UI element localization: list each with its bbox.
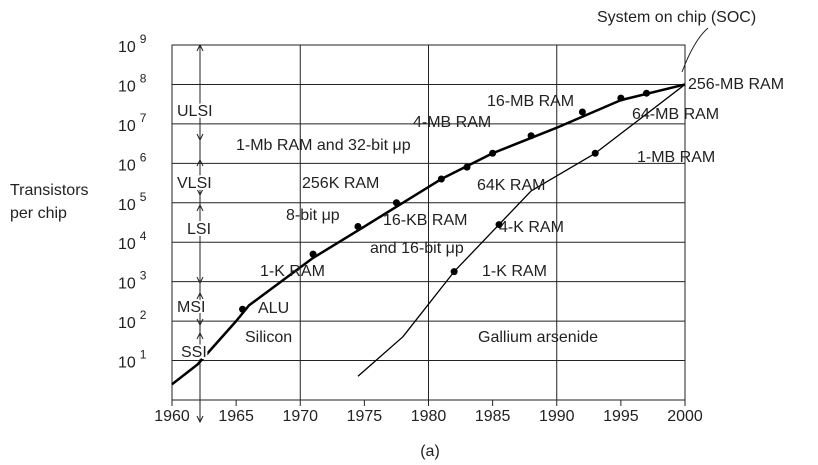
y-tick-base: 10	[118, 276, 136, 293]
arrow-head	[196, 133, 204, 142]
annotation: 16-MB RAM	[487, 93, 574, 110]
y-tick-exponent: 8	[140, 71, 147, 85]
y-tick-exponent: 7	[140, 111, 147, 125]
data-point	[591, 149, 599, 157]
arrow-head	[196, 291, 204, 300]
y-tick-label: 10 4	[118, 229, 147, 253]
data-point	[527, 132, 535, 140]
annotation: 64-MB RAM	[632, 106, 719, 123]
annotation: 64K RAM	[477, 177, 545, 194]
annotation: and 16-bit μp	[370, 240, 464, 257]
y-tick-base: 10	[118, 39, 136, 56]
annotation: ALU	[258, 300, 289, 317]
arrow-head	[196, 43, 204, 52]
y-tick-exponent: 3	[140, 269, 147, 283]
data-point	[354, 223, 362, 231]
arrow-head	[196, 203, 204, 212]
x-tick-label: 1975	[347, 408, 383, 425]
data-point	[643, 89, 651, 97]
annotation: Silicon	[245, 329, 292, 346]
annotation: SSI	[181, 344, 207, 361]
x-tick-label: 1985	[475, 408, 511, 425]
x-tick-label: 1990	[539, 408, 575, 425]
y-tick-base: 10	[118, 236, 136, 253]
y-tick-base: 10	[118, 355, 136, 372]
series-line	[171, 83, 686, 386]
x-tick-label: 1995	[603, 408, 639, 425]
data-point	[578, 108, 586, 116]
annotation: 4-MB RAM	[413, 114, 491, 131]
annotation: VLSI	[177, 175, 212, 192]
annotation: 16-KB RAM	[383, 212, 467, 229]
y-tick-base: 10	[118, 118, 136, 135]
annotation: System on chip (SOC)	[597, 9, 756, 26]
arrow-head	[196, 318, 204, 327]
arrow-head	[196, 158, 204, 167]
data-point	[495, 221, 503, 229]
x-tick-label: 1960	[154, 408, 190, 425]
arrow-head	[196, 331, 204, 340]
y-tick-label: 10 5	[118, 190, 147, 214]
data-point	[617, 94, 625, 102]
y-tick-exponent: 6	[140, 150, 147, 164]
data-point	[392, 199, 400, 207]
arrow-head	[196, 188, 204, 197]
annotation: 256K RAM	[302, 175, 379, 192]
data-point	[450, 268, 458, 276]
annotation: 8-bit μp	[286, 207, 340, 224]
y-tick-label: 10 6	[118, 150, 147, 174]
y-tick-label: 10 1	[118, 348, 147, 372]
annotation: 256-MB RAM	[688, 76, 784, 93]
y-tick-exponent: 2	[140, 308, 147, 322]
x-axis-label: (a)	[420, 443, 440, 460]
data-point	[309, 250, 317, 258]
y-tick-base: 10	[118, 78, 136, 95]
y-tick-label: 10 7	[118, 111, 147, 135]
annotation: LSI	[187, 221, 211, 238]
y-axis-label: per chip	[10, 205, 67, 222]
annotation: ULSI	[177, 103, 213, 120]
y-tick-label: 10 3	[118, 269, 147, 293]
y-tick-base: 10	[118, 197, 136, 214]
annotation: MSI	[177, 299, 205, 316]
y-tick-base: 10	[118, 157, 136, 174]
annotation: 1-Mb RAM and 32-bit μp	[236, 137, 411, 154]
x-tick-label: 2000	[667, 408, 703, 425]
y-tick-label: 10 8	[118, 71, 147, 95]
x-tick-label: 1970	[282, 408, 318, 425]
y-tick-base: 10	[118, 315, 136, 332]
y-axis-label: Transistors	[10, 182, 89, 199]
arrow-head	[196, 276, 204, 285]
data-point	[239, 305, 247, 313]
y-tick-exponent: 9	[140, 32, 147, 46]
y-tick-exponent: 1	[140, 348, 147, 362]
leader-line	[681, 27, 709, 73]
y-tick-exponent: 5	[140, 190, 147, 204]
x-tick-label: 1965	[218, 408, 254, 425]
y-tick-label: 10 9	[118, 32, 147, 56]
annotation: 1-K RAM	[482, 263, 547, 280]
data-point	[489, 149, 497, 157]
annotation: 1-K RAM	[260, 263, 325, 280]
annotation: 4-K RAM	[499, 219, 564, 236]
y-tick-label: 10 2	[118, 308, 147, 332]
y-tick-exponent: 4	[140, 229, 147, 243]
x-tick-label: 1980	[411, 408, 447, 425]
data-point	[437, 175, 445, 183]
arrow-head	[196, 415, 204, 424]
annotation: Gallium arsenide	[478, 329, 598, 346]
data-point	[463, 163, 471, 171]
annotation: 1-MB RAM	[637, 149, 715, 166]
